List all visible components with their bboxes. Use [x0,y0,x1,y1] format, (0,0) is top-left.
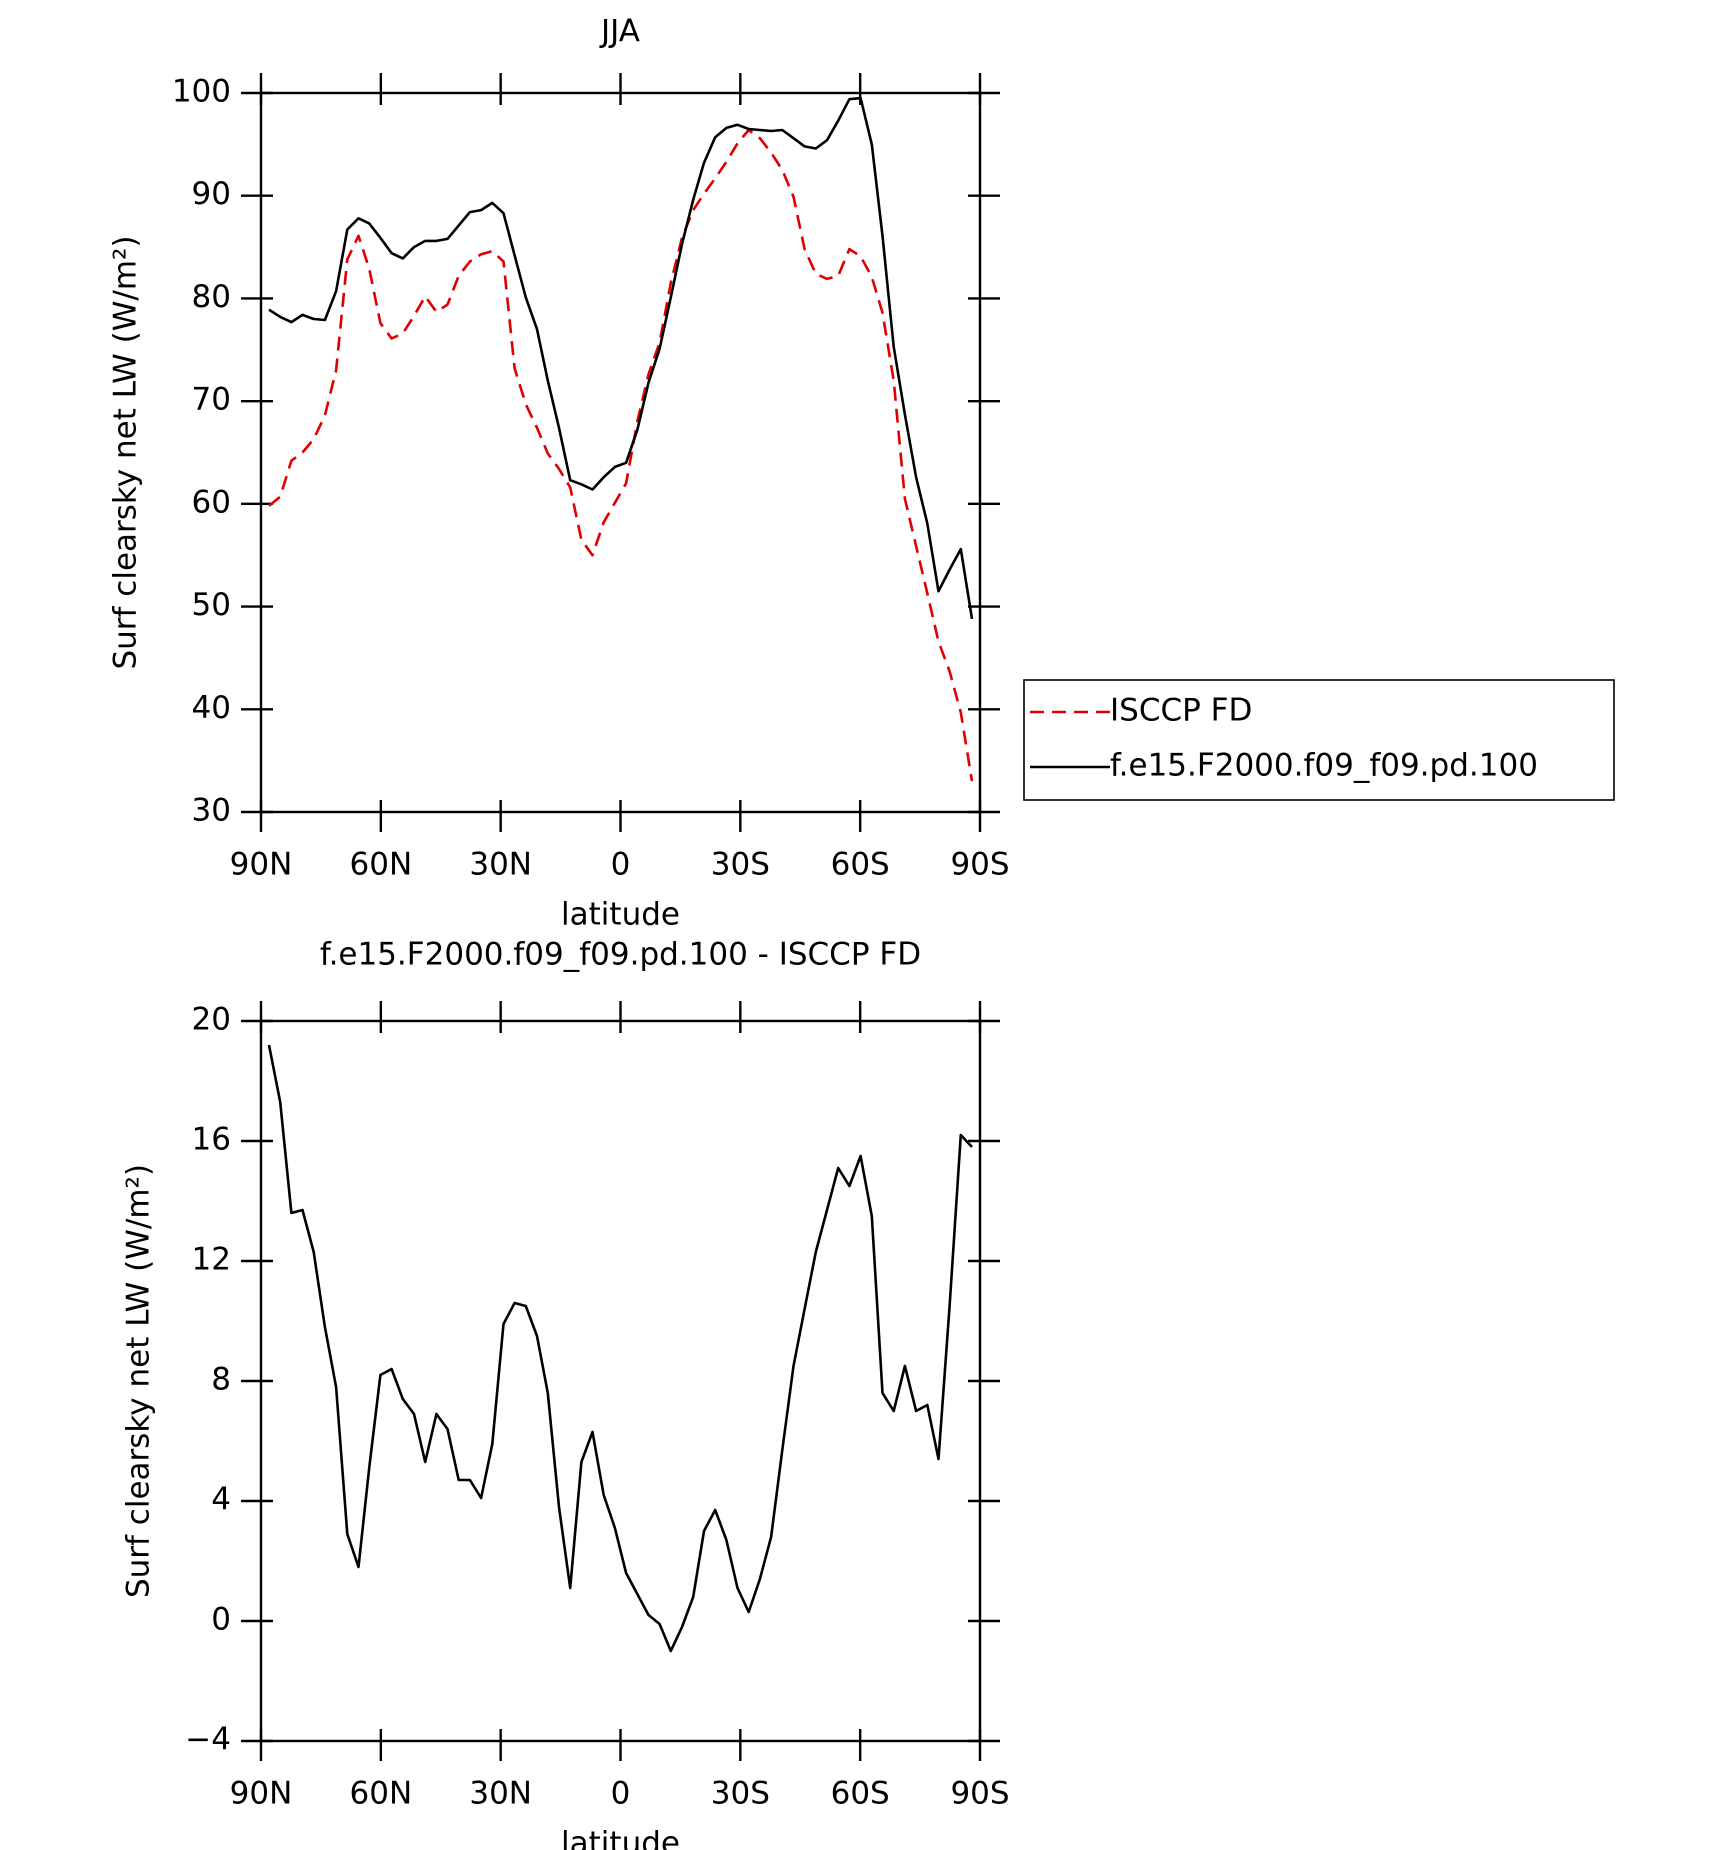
chart-title: JJA [599,14,640,50]
x-tick-label: 0 [611,1776,631,1812]
y-tick-label: 40 [192,690,231,726]
series-line [268,128,974,782]
y-axis-label: Surf clearsky net LW (W/m²) [108,235,144,669]
y-tick-label: 70 [192,382,231,418]
y-tick-label: 90 [192,176,231,212]
x-tick-label: 30N [469,1776,532,1812]
x-tick-label: 90N [230,1776,293,1812]
x-tick-label: 60N [350,1776,413,1812]
legend: ISCCP FD f.e15.F2000.f09_f09.pd.100 [1023,679,1615,801]
x-tick-label: 90S [950,847,1009,883]
x-tick-label: 60S [831,847,890,883]
x-tick-label: 90S [950,1776,1009,1812]
x-tick-label: 60S [831,1776,890,1812]
x-tick-label: 60N [350,847,413,883]
x-axis-label: latitude [561,1826,680,1850]
series-line [268,96,974,620]
plot-frame [259,91,982,814]
y-tick-label: 16 [192,1122,231,1158]
x-tick-label: 90N [230,847,293,883]
y-tick-label: 50 [192,587,231,623]
y-tick-label: 0 [211,1602,231,1638]
x-tick-label: 30N [469,847,532,883]
y-axis-label: Surf clearsky net LW (W/m²) [121,1164,157,1598]
legend-box [1023,679,1615,801]
x-tick-label: 30S [711,1776,770,1812]
y-tick-label: 30 [192,793,231,829]
y-tick-label: 60 [192,484,231,520]
y-tick-label: 80 [192,279,231,315]
x-tick-label: 0 [611,847,631,883]
y-tick-label: 20 [192,1002,231,1038]
legend-label: f.e15.F2000.f09_f09.pd.100 [1110,748,1538,784]
legend-label: ISCCP FD [1110,693,1252,729]
y-tick-label: 12 [192,1242,231,1278]
x-tick-label: 30S [711,847,770,883]
y-tick-label: 8 [211,1362,231,1398]
y-tick-label: −4 [185,1722,231,1758]
plot-frame [259,1019,982,1743]
y-tick-label: 100 [172,74,231,110]
chart-title: f.e15.F2000.f09_f09.pd.100 - ISCCP FD [320,937,921,973]
x-axis-label: latitude [561,897,680,933]
y-tick-label: 4 [211,1482,231,1518]
series-line [267,1044,973,1653]
